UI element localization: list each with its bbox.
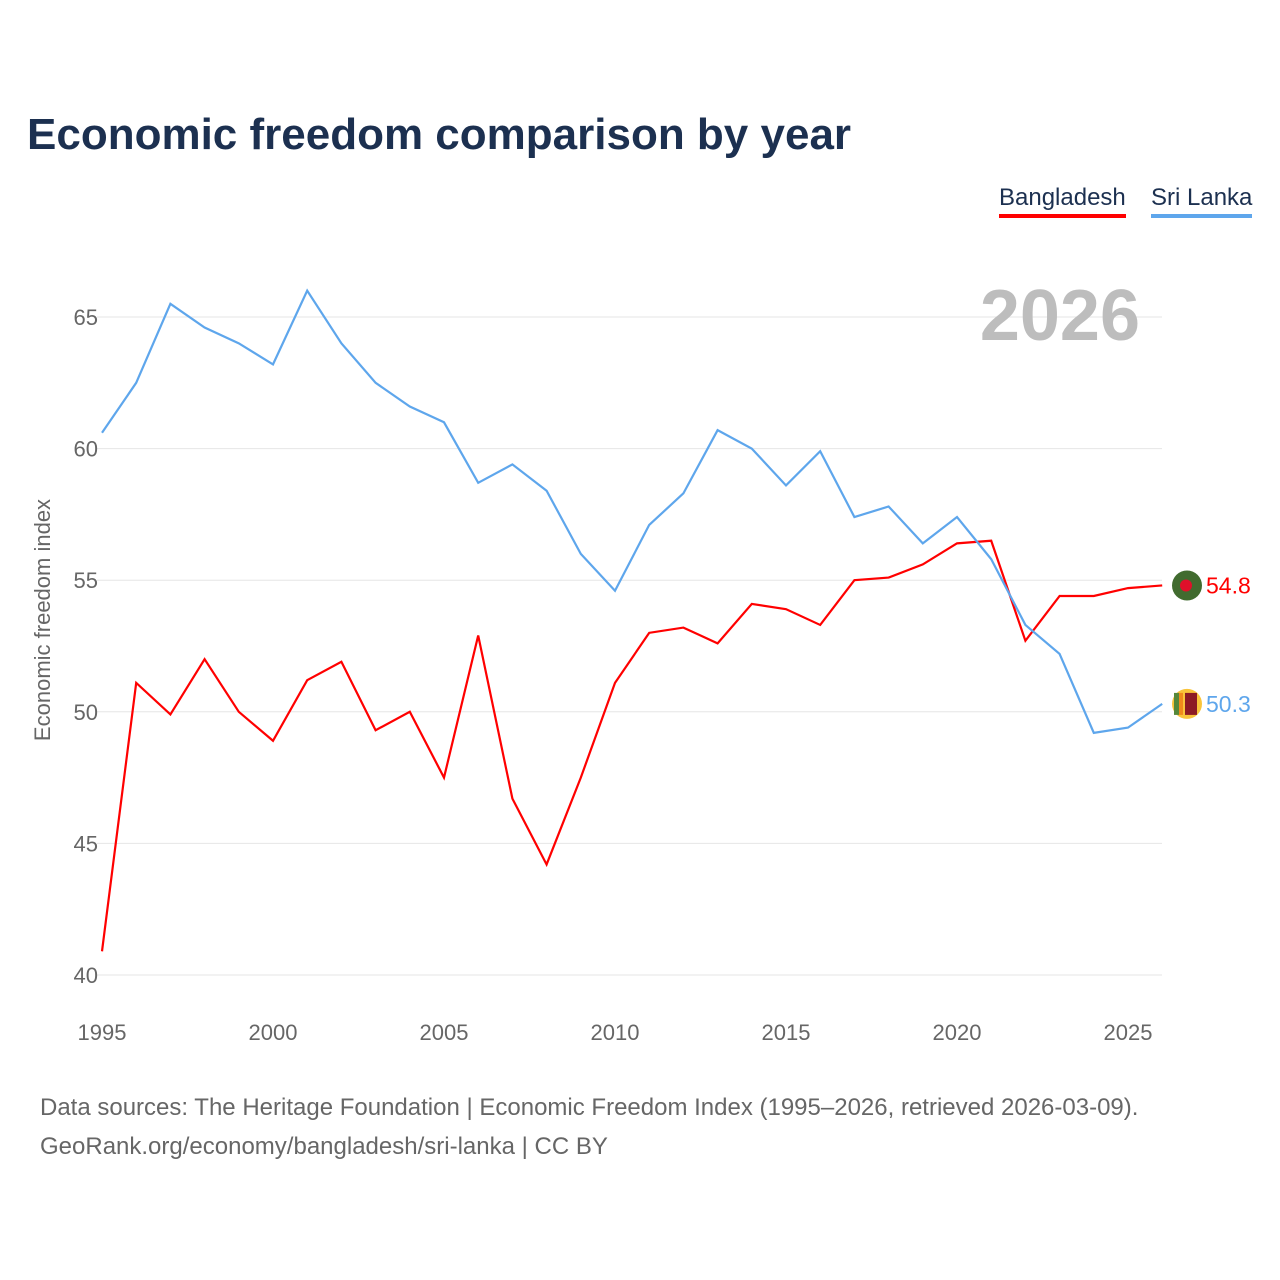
year-watermark: 2026 xyxy=(980,276,1140,356)
end-value-label: 50.3 xyxy=(1206,691,1251,717)
x-tick-label: 2025 xyxy=(1104,1020,1153,1045)
flag-field xyxy=(1185,692,1197,715)
x-tick-label: 2000 xyxy=(249,1020,298,1045)
x-tick-label: 2015 xyxy=(762,1020,811,1045)
y-tick-label: 50 xyxy=(74,700,98,725)
y-tick-label: 40 xyxy=(74,963,98,988)
chart-title: Economic freedom comparison by year xyxy=(27,110,852,159)
flag-disc xyxy=(1180,579,1192,592)
y-tick-label: 55 xyxy=(74,568,98,593)
x-tick-label: 2010 xyxy=(591,1020,640,1045)
series-line-bangladesh xyxy=(100,539,1163,952)
x-tick-label: 1995 xyxy=(78,1020,127,1045)
source-line-1: Data sources: The Heritage Foundation | … xyxy=(40,1094,1139,1121)
y-tick-label: 60 xyxy=(74,437,98,462)
source-note: Data sources: The Heritage Foundation | … xyxy=(40,1088,1138,1166)
y-tick-label: 45 xyxy=(74,831,98,856)
source-line-2[interactable]: GeoRank.org/economy/bangladesh/sri-lanka… xyxy=(40,1133,608,1160)
flag-stripe xyxy=(1179,692,1183,715)
legend-sri-lanka[interactable]: Sri Lanka xyxy=(1151,184,1253,218)
series-line-sri-lanka xyxy=(101,288,1163,735)
flag-stripe xyxy=(1174,692,1179,715)
x-tick-label: 2020 xyxy=(933,1020,982,1045)
x-tick-label: 2005 xyxy=(420,1020,469,1045)
y-axis-label: Economic freedom index xyxy=(30,499,55,741)
end-value-label: 54.8 xyxy=(1206,572,1251,598)
chart-plot: 40 45 50 55 60 65 1995 2000 2005 2010 2015 2020 2025… xyxy=(30,276,1251,1045)
legend-bangladesh[interactable]: Bangladesh xyxy=(999,184,1126,218)
y-tick-label: 65 xyxy=(74,305,98,330)
